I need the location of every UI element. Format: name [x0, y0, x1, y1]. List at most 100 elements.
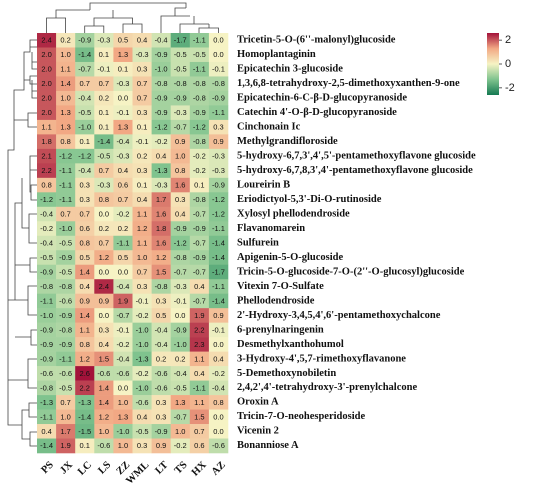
heatmap-cell [56, 293, 76, 309]
cell-value-label: -0.4 [78, 94, 91, 103]
heatmap-cell [113, 192, 133, 208]
heatmap-cell [132, 61, 152, 77]
cell-value-label: 0.0 [213, 50, 223, 59]
heatmap-cell [189, 409, 210, 425]
heatmap-cell [189, 134, 210, 150]
cell-value-label: 0.2 [118, 224, 128, 233]
heatmap-cell [170, 90, 191, 106]
cell-value-label: 0.4 [41, 427, 51, 436]
heatmap-cell [151, 279, 171, 294]
row-label: Epicatechin-6-C-β-D-glucopyranoside [237, 93, 407, 104]
heatmap-cell [170, 33, 191, 48]
colorbar-gradient [487, 33, 499, 95]
cell-value-label: 0.6 [80, 224, 90, 233]
cell-value-label: -0.1 [212, 65, 225, 74]
heatmap-cell [113, 61, 133, 77]
heatmap-cell [75, 351, 95, 367]
cell-value-label: -0.3 [116, 152, 129, 161]
cell-value-label: 0.1 [99, 123, 109, 132]
cell-value-label: -0.2 [116, 340, 129, 349]
cell-value-label: -1.0 [40, 311, 53, 320]
cell-value-label: 1.4 [60, 79, 70, 88]
heatmap-cell [75, 47, 95, 63]
cell-value-label: -1.1 [212, 108, 225, 117]
heatmap-cell [94, 105, 114, 121]
cell-value-label: -1.2 [212, 210, 225, 219]
cell-value-label: 1.2 [99, 412, 109, 421]
heatmap-cell [151, 395, 171, 410]
heatmap-cell [37, 250, 57, 266]
heatmap-cell [170, 438, 191, 454]
cell-value-label: 1.3 [118, 412, 128, 421]
cell-value-label: 1.2 [156, 253, 166, 262]
row-label: 5-Demethoxynobiletin [237, 368, 336, 379]
heatmap-cell [132, 235, 152, 251]
cell-value-label: 0.1 [99, 108, 109, 117]
cell-value-label: -0.4 [78, 166, 91, 175]
cell-value-label: 1.3 [118, 50, 128, 59]
heatmap-cell [208, 119, 229, 135]
heatmap-cell [113, 279, 133, 294]
column-label: AZ [210, 460, 228, 478]
cell-value-label: -0.9 [59, 311, 72, 320]
heatmap-cell [94, 424, 114, 439]
heatmap-cell [75, 90, 95, 106]
cell-value-label: -0.6 [59, 369, 72, 378]
heatmap-cell [170, 395, 191, 410]
heatmap-cell [208, 105, 229, 121]
cell-value-label: 0.4 [99, 340, 109, 349]
heatmap-cell [37, 221, 57, 237]
heatmap-cell [56, 47, 76, 63]
cell-value-label: 0.8 [60, 137, 70, 146]
heatmap-cell [170, 192, 191, 208]
cell-value-label: 0.7 [99, 79, 109, 88]
cell-value-label: 0.8 [99, 195, 109, 204]
heatmap-cell [94, 337, 114, 352]
heatmap-cell [208, 293, 229, 309]
heatmap-cell [170, 308, 191, 323]
heatmap-cell [208, 192, 229, 208]
cell-value-label: -0.9 [174, 94, 187, 103]
heatmap-cell [189, 380, 210, 396]
cell-value-label: 0.0 [99, 210, 109, 219]
cell-value-label: 2.2 [41, 166, 51, 175]
row-label: Desmethylxanthohumol [237, 339, 344, 350]
cell-value-label: 0.2 [137, 152, 147, 161]
cell-value-label: 0.3 [156, 398, 166, 407]
cell-value-label: -0.1 [136, 137, 149, 146]
cell-value-label: -1.4 [78, 412, 91, 421]
cell-value-label: 1.0 [175, 152, 185, 161]
cell-value-label: -1.1 [212, 282, 225, 291]
heatmap-cell [170, 337, 191, 352]
cell-value-label: -1.4 [212, 253, 225, 262]
cell-value-label: -0.3 [136, 50, 149, 59]
cell-value-label: -0.3 [174, 282, 187, 291]
heatmap-cell [151, 119, 171, 135]
cell-value-label: 0.0 [118, 383, 128, 392]
heatmap-cell [56, 264, 76, 280]
heatmap-cells: 2.4 0.2 -0.9 -0.3 0.5 0.4 -0.4 -1.7 -1.1 0.0 2.0 1.… [37, 33, 229, 454]
heatmap-cell [94, 33, 114, 48]
heatmap-cell [113, 119, 133, 135]
heatmap-cell [56, 134, 76, 150]
cell-value-label: 0.9 [213, 311, 223, 320]
cell-value-label: 0.5 [118, 253, 128, 262]
heatmap-cell [94, 293, 114, 309]
cell-value-label: 0.3 [156, 412, 166, 421]
cell-value-label: -0.7 [193, 267, 206, 276]
heatmap-cell [132, 148, 152, 164]
row-label: Tricin-5-O-glucoside-7-O-(2''-O-glucosyl… [237, 266, 465, 277]
cell-value-label: -0.9 [78, 36, 91, 45]
heatmap-cell [132, 293, 152, 309]
cell-value-label: -1.7 [212, 267, 225, 276]
heatmap-cell [37, 235, 57, 251]
heatmap-cell [189, 148, 210, 164]
heatmap-cell [132, 76, 152, 92]
heatmap-cell [151, 380, 171, 396]
cell-value-label: -0.5 [174, 383, 187, 392]
row-label: Catechin 4'-O-β-D-glucopyranoside [237, 107, 397, 118]
cell-value-label: 0.8 [175, 166, 185, 175]
heatmap-cell [94, 47, 114, 63]
cell-value-label: -0.4 [40, 238, 53, 247]
column-label: HX [190, 459, 209, 478]
